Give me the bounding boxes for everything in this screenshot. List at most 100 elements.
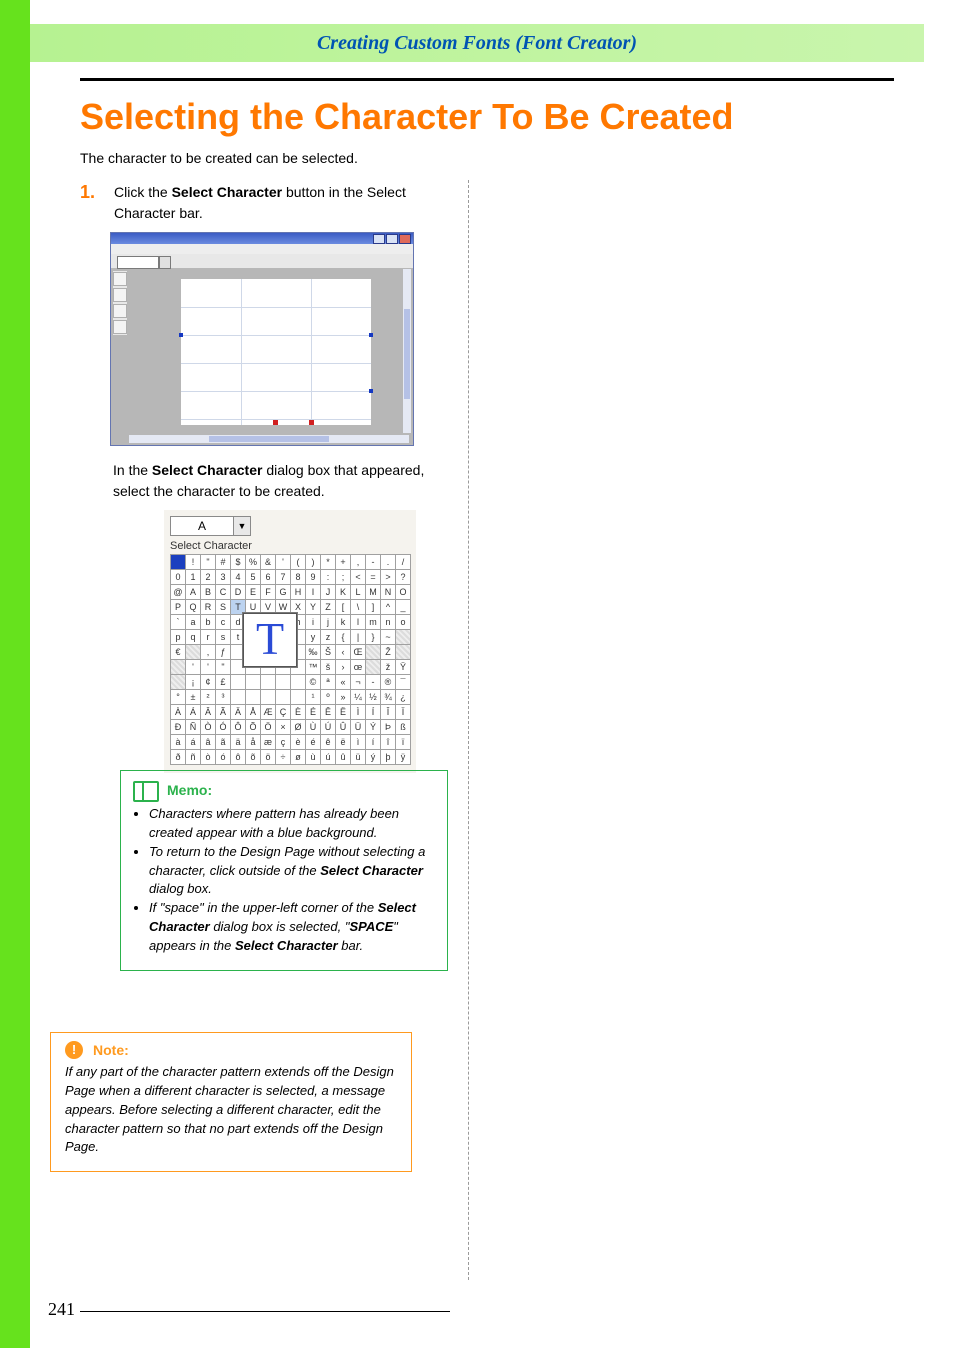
char-cell[interactable]: z [321, 630, 336, 645]
char-cell[interactable]: Q [186, 600, 201, 615]
char-cell[interactable]: M [366, 585, 381, 600]
char-cell[interactable]: š [321, 660, 336, 675]
char-cell[interactable]: â [201, 735, 216, 750]
char-cell[interactable] [366, 645, 381, 660]
char-cell[interactable]: ý [366, 750, 381, 765]
char-cell[interactable]: à [171, 735, 186, 750]
char-cell[interactable]: þ [381, 750, 396, 765]
char-cell[interactable] [186, 645, 201, 660]
char-cell[interactable]: ™ [306, 660, 321, 675]
char-cell[interactable]: \ [351, 600, 366, 615]
char-cell[interactable]: » [336, 690, 351, 705]
char-cell[interactable]: Î [381, 705, 396, 720]
char-cell[interactable]: K [336, 585, 351, 600]
char-cell[interactable]: : [321, 570, 336, 585]
char-cell[interactable]: 1 [186, 570, 201, 585]
char-cell[interactable]: @ [171, 585, 186, 600]
char-cell[interactable]: ; [336, 570, 351, 585]
char-cell[interactable]: ñ [186, 750, 201, 765]
char-cell[interactable]: Ž [381, 645, 396, 660]
char-cell[interactable]: 6 [261, 570, 276, 585]
char-cell[interactable] [291, 690, 306, 705]
char-cell[interactable]: Ã [216, 705, 231, 720]
char-cell[interactable]: ³ [216, 690, 231, 705]
char-cell[interactable]: û [336, 750, 351, 765]
char-cell[interactable]: ƒ [216, 645, 231, 660]
char-cell[interactable] [276, 675, 291, 690]
char-cell[interactable]: ~ [381, 630, 396, 645]
char-cell[interactable]: å [246, 735, 261, 750]
char-cell[interactable]: € [171, 645, 186, 660]
char-cell[interactable]: Þ [381, 720, 396, 735]
select-character-button[interactable] [159, 256, 171, 269]
tool-icon[interactable] [113, 272, 127, 286]
char-cell[interactable]: - [366, 675, 381, 690]
tool-icon[interactable] [113, 288, 127, 302]
char-cell[interactable]: Ø [291, 720, 306, 735]
vertical-scrollbar[interactable] [403, 269, 411, 433]
char-cell[interactable]: ì [351, 735, 366, 750]
char-cell[interactable]: ? [396, 570, 411, 585]
char-cell[interactable] [171, 660, 186, 675]
char-cell[interactable]: R [201, 600, 216, 615]
char-cell[interactable]: õ [246, 750, 261, 765]
char-cell[interactable] [231, 675, 246, 690]
char-cell[interactable]: ‰ [306, 645, 321, 660]
char-cell[interactable]: é [306, 735, 321, 750]
char-cell[interactable]: Ö [261, 720, 276, 735]
char-cell[interactable]: Ÿ [396, 660, 411, 675]
char-cell[interactable]: 2 [201, 570, 216, 585]
char-cell[interactable]: 0 [171, 570, 186, 585]
char-cell[interactable]: _ [396, 600, 411, 615]
select-character-field[interactable] [117, 256, 159, 269]
char-cell[interactable]: Â [201, 705, 216, 720]
char-cell[interactable]: r [201, 630, 216, 645]
char-cell[interactable]: N [381, 585, 396, 600]
char-cell[interactable]: ÷ [276, 750, 291, 765]
char-cell[interactable]: Ç [276, 705, 291, 720]
char-cell[interactable]: ž [381, 660, 396, 675]
char-cell[interactable]: Š [321, 645, 336, 660]
char-cell[interactable]: % [246, 555, 261, 570]
char-cell[interactable]: › [336, 660, 351, 675]
char-cell[interactable]: H [291, 585, 306, 600]
char-cell[interactable]: ò [201, 750, 216, 765]
char-cell[interactable] [171, 555, 186, 570]
char-cell[interactable]: | [351, 630, 366, 645]
char-cell[interactable]: c [216, 615, 231, 630]
char-cell[interactable]: ® [381, 675, 396, 690]
char-cell[interactable]: , [201, 645, 216, 660]
char-cell[interactable]: Ë [336, 705, 351, 720]
char-cell[interactable]: l [351, 615, 366, 630]
char-cell[interactable]: { [336, 630, 351, 645]
char-cell[interactable]: ë [336, 735, 351, 750]
char-cell[interactable]: ï [396, 735, 411, 750]
char-cell[interactable]: $ [231, 555, 246, 570]
char-cell[interactable]: " [216, 660, 231, 675]
char-cell[interactable]: ö [261, 750, 276, 765]
char-cell[interactable]: £ [216, 675, 231, 690]
horizontal-scrollbar[interactable] [129, 435, 409, 443]
char-cell[interactable]: ° [171, 690, 186, 705]
char-cell[interactable]: × [276, 720, 291, 735]
char-cell[interactable]: " [201, 555, 216, 570]
char-cell[interactable]: = [366, 570, 381, 585]
char-cell[interactable]: i [306, 615, 321, 630]
char-cell[interactable]: . [381, 555, 396, 570]
char-cell[interactable]: O [396, 585, 411, 600]
char-cell[interactable]: L [351, 585, 366, 600]
char-cell[interactable]: Á [186, 705, 201, 720]
char-cell[interactable]: Ä [231, 705, 246, 720]
char-cell[interactable]: ô [231, 750, 246, 765]
char-cell[interactable]: ! [186, 555, 201, 570]
char-cell[interactable]: ` [171, 615, 186, 630]
char-cell[interactable]: J [321, 585, 336, 600]
char-cell[interactable]: ç [276, 735, 291, 750]
char-cell[interactable]: œ [351, 660, 366, 675]
char-cell[interactable]: P [171, 600, 186, 615]
char-cell[interactable]: Œ [351, 645, 366, 660]
char-cell[interactable]: < [351, 570, 366, 585]
char-cell[interactable]: © [306, 675, 321, 690]
char-cell[interactable]: ã [216, 735, 231, 750]
char-cell[interactable]: Æ [261, 705, 276, 720]
